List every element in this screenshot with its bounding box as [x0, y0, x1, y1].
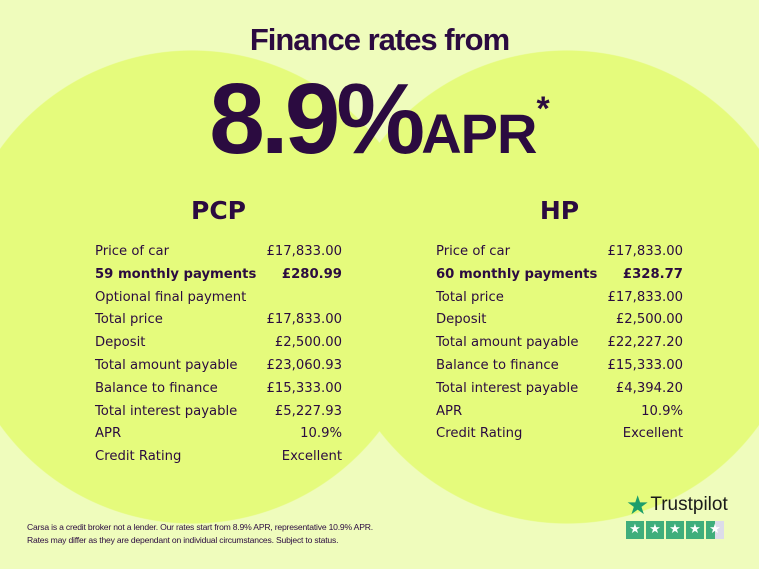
- row-label: Optional final payment: [95, 289, 247, 305]
- row-label: 59 monthly payments: [95, 266, 257, 282]
- disclaimer: Carsa is a credit broker not a lender. O…: [27, 521, 373, 547]
- row-label: APR: [436, 403, 463, 419]
- pcp-table: PCP Price of car £17,833.00 59 monthly pay…: [95, 196, 342, 469]
- row-label: Price of car: [436, 244, 511, 259]
- apr-label: APR: [421, 102, 537, 165]
- table-row: Total interest payable £5,227.93: [95, 401, 342, 424]
- rating-star-icon: ★: [646, 521, 664, 539]
- headline: Finance rates from: [249, 22, 510, 57]
- table-row: Optional final payment: [95, 287, 342, 310]
- rating-star-icon: ★: [626, 521, 644, 539]
- row-label: APR: [95, 426, 122, 442]
- hp-table: HP Price of car £17,833.00 60 monthly paym…: [436, 196, 683, 446]
- row-value: £22,227.20: [607, 335, 683, 351]
- row-value: £2,500.00: [274, 335, 342, 351]
- rating-star-icon: ★: [666, 521, 684, 539]
- row-value: £5,227.93: [274, 403, 342, 419]
- table-row: Credit Rating Excellent: [95, 446, 342, 469]
- row-value: £4,394.20: [615, 380, 683, 396]
- row-label: 60 monthly payments: [436, 266, 598, 282]
- table-row: 59 monthly payments £280.99: [95, 264, 342, 287]
- row-value: £15,333.00: [266, 380, 342, 396]
- table-row: Total price £17,833.00: [436, 287, 683, 310]
- row-label: Total price: [436, 289, 504, 305]
- hp-title: HP: [539, 196, 580, 225]
- row-label: Credit Rating: [436, 426, 523, 442]
- table-row: APR 10.9%: [436, 401, 683, 424]
- table-row: Credit Rating Excellent: [436, 423, 683, 446]
- table-row: Price of car £17,833.00: [436, 241, 683, 264]
- table-row: Total interest payable £4,394.20: [436, 378, 683, 401]
- hp-rows: Price of car £17,833.00 60 monthly payment…: [436, 241, 683, 446]
- row-label: Credit Rating: [95, 449, 182, 465]
- row-label: Total amount payable: [95, 357, 238, 373]
- disclaimer-line-2: Rates may differ as they are dependant o…: [27, 535, 339, 545]
- pcp-rows: Price of car £17,833.00 59 monthly payment…: [95, 241, 342, 469]
- trustpilot-badge: ★ Trustpilot ★ ★ ★ ★ ★: [626, 490, 728, 539]
- row-label: Total amount payable: [436, 335, 579, 351]
- row-value: £328.77: [622, 266, 683, 282]
- row-value: Excellent: [281, 449, 342, 465]
- row-value: £17,833.00: [607, 244, 683, 259]
- row-value: 10.9%: [641, 403, 683, 419]
- disclaimer-line-1: Carsa is a credit broker not a lender. O…: [27, 522, 373, 532]
- table-row: Deposit £2,500.00: [436, 309, 683, 332]
- row-label: Total interest payable: [436, 380, 579, 396]
- row-value: £280.99: [281, 266, 342, 282]
- table-row: Balance to finance £15,333.00: [436, 355, 683, 378]
- table-row: Total amount payable £23,060.93: [95, 355, 342, 378]
- table-row: Deposit £2,500.00: [95, 332, 342, 355]
- row-label: Deposit: [95, 335, 146, 351]
- row-label: Balance to finance: [95, 380, 218, 396]
- table-row: 60 monthly payments £328.77: [436, 264, 683, 287]
- table-row: Total price £17,833.00: [95, 309, 342, 332]
- row-value: £17,833.00: [266, 312, 342, 328]
- row-label: Total interest payable: [95, 403, 238, 419]
- row-value: £2,500.00: [615, 312, 683, 328]
- pcp-title: PCP: [191, 196, 246, 225]
- trustpilot-star-icon: ★: [626, 490, 650, 520]
- row-value: £23,060.93: [266, 357, 342, 373]
- rate-banner: 8.9%APR*: [0, 62, 759, 177]
- row-value: 10.9%: [300, 426, 342, 442]
- rate-value: 8.9%: [209, 63, 425, 175]
- table-row: Price of car £17,833.00: [95, 241, 342, 264]
- row-value: £15,333.00: [607, 357, 683, 373]
- row-label: Total price: [95, 312, 163, 328]
- row-value: £17,833.00: [607, 289, 683, 305]
- table-row: Total amount payable £22,227.20: [436, 332, 683, 355]
- trustpilot-name: Trustpilot: [650, 494, 728, 515]
- row-value: £17,833.00: [266, 244, 342, 259]
- row-label: Balance to finance: [436, 357, 559, 373]
- table-row: Balance to finance £15,333.00: [95, 378, 342, 401]
- rating-star-icon: ★: [686, 521, 704, 539]
- trustpilot-rating: ★ ★ ★ ★ ★: [626, 521, 728, 539]
- rating-star-icon: ★: [706, 521, 724, 539]
- row-label: Deposit: [436, 312, 487, 328]
- asterisk: *: [536, 90, 550, 128]
- table-row: APR 10.9%: [95, 423, 342, 446]
- row-value: Excellent: [622, 426, 683, 442]
- row-label: Price of car: [95, 244, 170, 259]
